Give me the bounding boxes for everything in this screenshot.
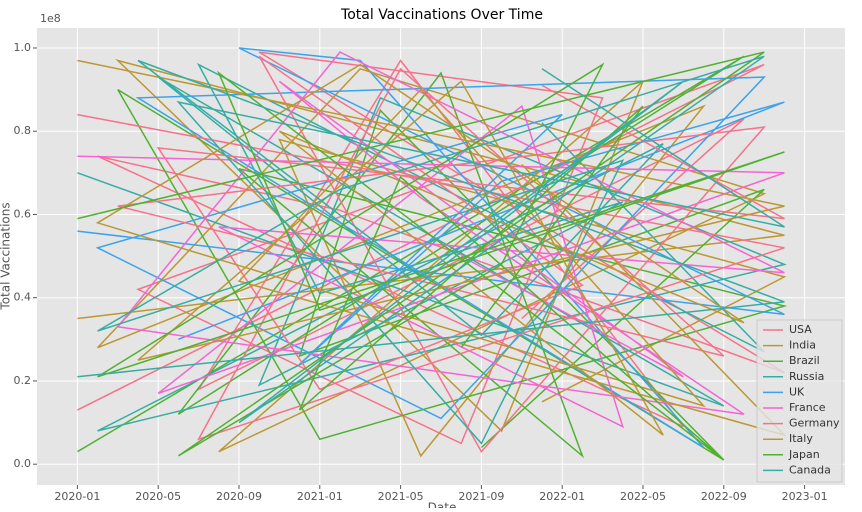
y-tick-label: 0.0 bbox=[14, 457, 32, 470]
legend-label: Canada bbox=[789, 463, 831, 476]
y-tick-label: 0.2 bbox=[14, 374, 32, 387]
legend-label: India bbox=[789, 339, 816, 352]
legend-label: Brazil bbox=[789, 354, 820, 367]
legend-label: Germany bbox=[789, 417, 840, 430]
y-tick-label: 0.6 bbox=[14, 207, 32, 220]
x-tick-label: 2022-05 bbox=[620, 490, 666, 503]
x-tick-label: 2021-05 bbox=[378, 490, 424, 503]
y-tick-label: 1.0 bbox=[14, 41, 32, 54]
x-tick-label: 2022-09 bbox=[701, 490, 747, 503]
x-tick-label: 2021-09 bbox=[458, 490, 504, 503]
series-line bbox=[77, 55, 785, 445]
x-tick-label: 2021-01 bbox=[297, 490, 343, 503]
series-line bbox=[77, 55, 785, 453]
legend-label: France bbox=[789, 401, 826, 414]
legend-label: Japan bbox=[788, 448, 820, 461]
y-tick-label: 0.8 bbox=[14, 124, 32, 137]
x-tick-label: 2020-01 bbox=[54, 490, 100, 503]
legend-label: USA bbox=[789, 323, 812, 336]
series-line bbox=[77, 55, 788, 461]
legend: USA India Brazil Russia UK France Germany Italy… bbox=[756, 319, 843, 483]
legend-label: UK bbox=[789, 385, 805, 398]
legend-label: Russia bbox=[789, 370, 824, 383]
y-offset-label: 1e8 bbox=[40, 12, 61, 25]
series-line bbox=[77, 51, 785, 461]
series-line bbox=[77, 59, 787, 437]
x-tick-label: 2020-09 bbox=[216, 490, 262, 503]
chart-title: Total Vaccinations Over Time bbox=[340, 7, 543, 23]
x-tick-label: 2022-01 bbox=[539, 490, 585, 503]
x-tick-label: 2020-05 bbox=[135, 490, 181, 503]
series-line bbox=[77, 51, 785, 429]
y-axis-label: Total Vaccinations bbox=[0, 202, 13, 310]
legend-label: Italy bbox=[789, 432, 813, 445]
x-tick-label: 2023-01 bbox=[782, 490, 828, 503]
x-axis-label: Date bbox=[428, 501, 457, 509]
y-tick-label: 0.4 bbox=[14, 291, 32, 304]
